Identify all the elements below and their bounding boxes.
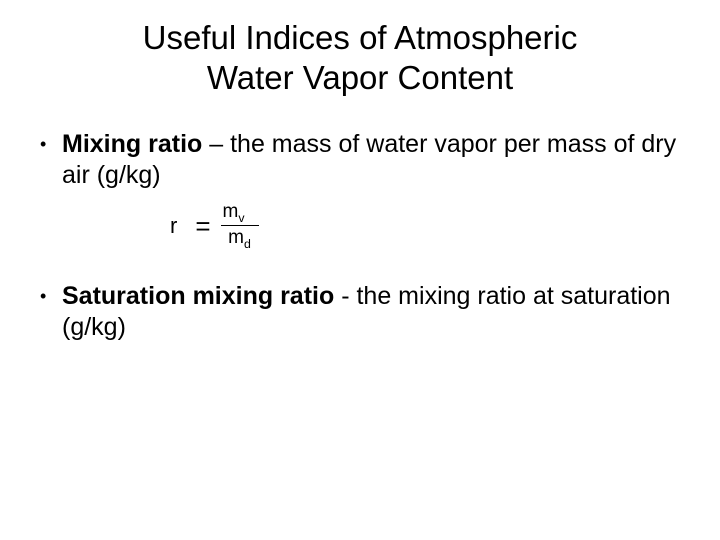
equation-numerator: mv bbox=[221, 202, 259, 227]
bullet-item: • Saturation mixing ratio - the mixing r… bbox=[40, 281, 680, 344]
numerator-base: m bbox=[223, 201, 239, 222]
equation-fraction: mv md bbox=[221, 202, 259, 252]
equation: r = mv md bbox=[170, 202, 680, 252]
bullet-text: Mixing ratio – the mass of water vapor p… bbox=[62, 129, 680, 192]
bullet-item: • Mixing ratio – the mass of water vapor… bbox=[40, 129, 680, 192]
equation-denominator: md bbox=[228, 226, 251, 251]
slide: Useful Indices of Atmospheric Water Vapo… bbox=[0, 0, 720, 394]
bullet-text: Saturation mixing ratio - the mixing rat… bbox=[62, 281, 680, 344]
bullet-dash: - bbox=[334, 282, 356, 310]
numerator-subscript: v bbox=[238, 210, 244, 224]
bullet-term: Mixing ratio bbox=[62, 130, 202, 158]
slide-title: Useful Indices of Atmospheric Water Vapo… bbox=[40, 18, 680, 97]
bullet-term: Saturation mixing ratio bbox=[62, 282, 334, 310]
bullet-dot-icon: • bbox=[40, 129, 62, 160]
equation-variable: r bbox=[170, 213, 177, 239]
title-line-2: Water Vapor Content bbox=[207, 59, 513, 96]
equation-equals: = bbox=[195, 211, 210, 242]
bullet-dash: – bbox=[202, 130, 230, 158]
denominator-base: m bbox=[228, 227, 244, 248]
denominator-subscript: d bbox=[244, 237, 251, 251]
title-line-1: Useful Indices of Atmospheric bbox=[143, 19, 578, 56]
bullet-dot-icon: • bbox=[40, 281, 62, 312]
